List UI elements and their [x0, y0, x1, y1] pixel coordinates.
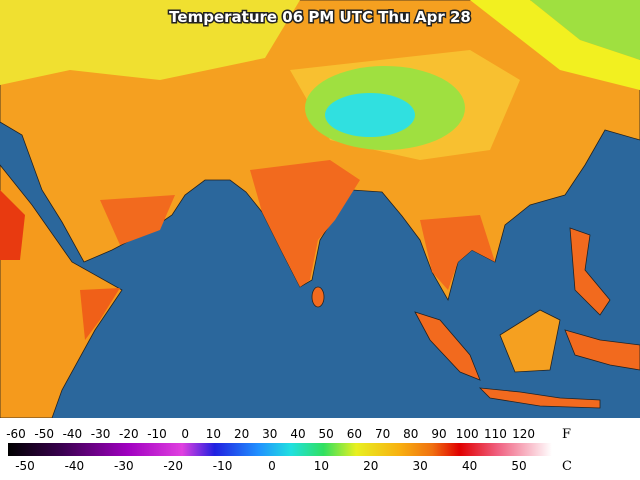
f-tick-label: 40 — [290, 427, 305, 441]
f-tick-label: 80 — [403, 427, 418, 441]
f-tick-label: 90 — [431, 427, 446, 441]
color-scale — [8, 443, 552, 456]
c-tick-label: 20 — [363, 459, 378, 473]
f-tick-label: -40 — [63, 427, 83, 441]
f-tick-label: 120 — [512, 427, 535, 441]
c-tick-label: 40 — [462, 459, 477, 473]
c-tick-label: 10 — [314, 459, 329, 473]
f-tick-label: -50 — [34, 427, 54, 441]
f-tick-label: 100 — [456, 427, 479, 441]
legend-unit-c: C — [562, 459, 572, 474]
f-tick-label: 20 — [234, 427, 249, 441]
c-tick-label: -30 — [114, 459, 134, 473]
legend-unit-f: F — [562, 427, 571, 442]
c-tick-label: -40 — [65, 459, 85, 473]
f-tick-label: 0 — [181, 427, 189, 441]
c-tick-label: -10 — [213, 459, 233, 473]
c-tick-label: -20 — [163, 459, 183, 473]
f-tick-label: -10 — [147, 427, 167, 441]
f-tick-label: 10 — [206, 427, 221, 441]
c-tick-label: 0 — [268, 459, 276, 473]
c-tick-label: -50 — [15, 459, 35, 473]
c-tick-label: 30 — [413, 459, 428, 473]
f-tick-label: -60 — [6, 427, 26, 441]
f-tick-label: 110 — [484, 427, 507, 441]
f-tick-label: -30 — [91, 427, 111, 441]
f-tick-label: -20 — [119, 427, 139, 441]
land — [0, 0, 640, 419]
f-tick-label: 60 — [347, 427, 362, 441]
map-title: Temperature 06 PM UTC Thu Apr 28 — [169, 8, 471, 26]
c-tick-label: 50 — [511, 459, 526, 473]
f-tick-label: 50 — [319, 427, 334, 441]
f-tick-label: 30 — [262, 427, 277, 441]
f-tick-label: 70 — [375, 427, 390, 441]
